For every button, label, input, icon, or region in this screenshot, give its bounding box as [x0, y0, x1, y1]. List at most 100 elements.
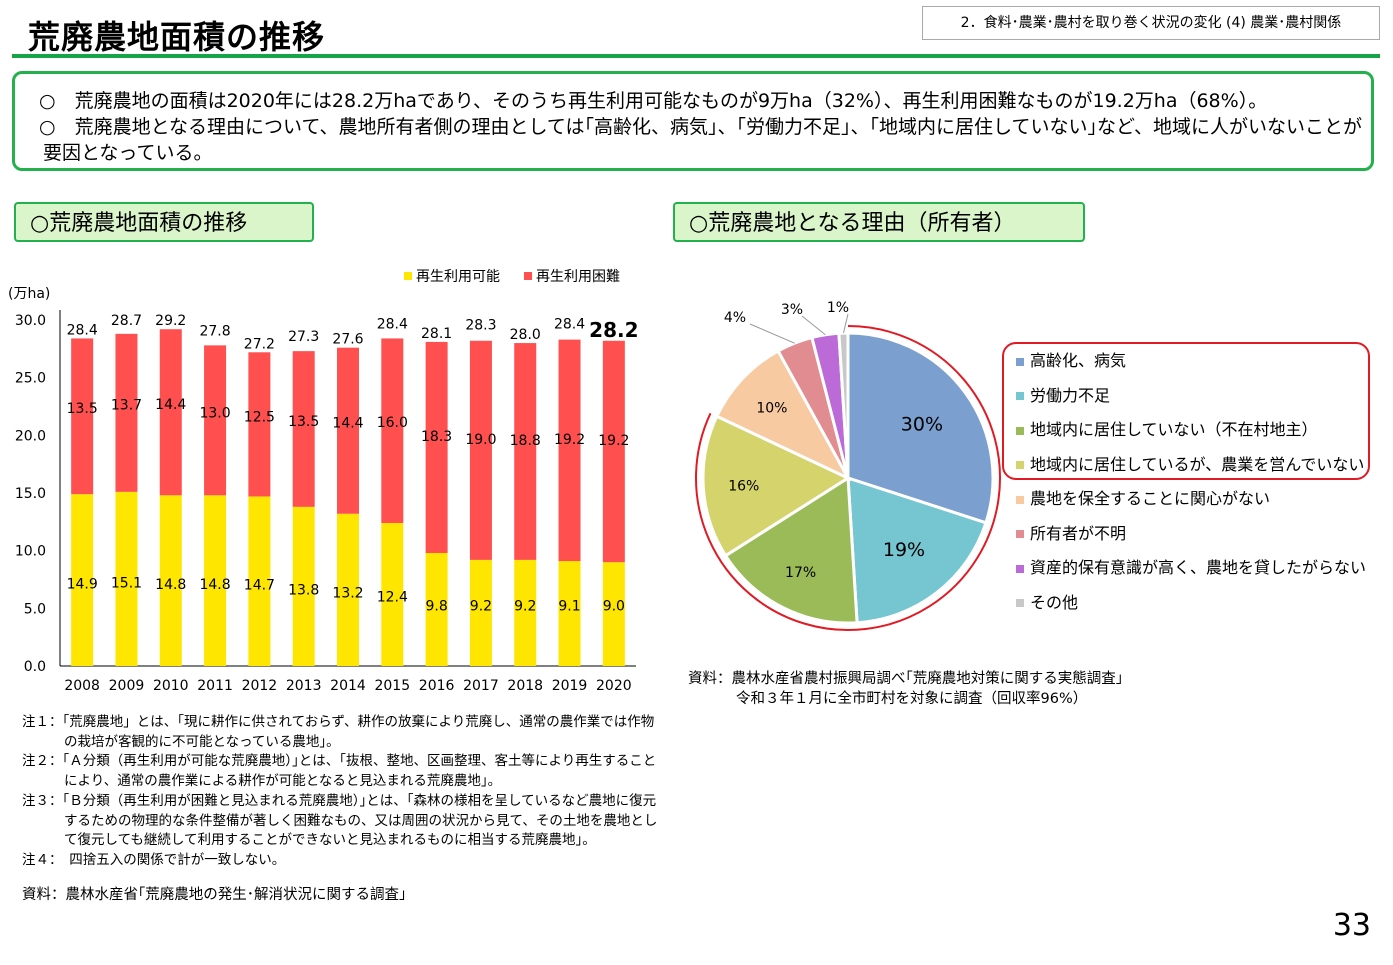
bar-chart: (万ha) 0.0 5.0 10.0 15.0 20.0 25.0 30.0 再生利用可能 再生利…: [8, 269, 639, 694]
summary-line: ○ 荒廃農地となる理由について、農地所有者側の理由としては｢高齢化、病気｣、｢労…: [39, 116, 1363, 138]
bar-segment: [337, 513, 359, 666]
bar-segment: [71, 494, 94, 666]
x-tick-label: 2019: [552, 678, 588, 694]
bar-segment: [71, 338, 94, 495]
legend-swatch: [1016, 530, 1024, 538]
legend-label: 労働力不足: [1030, 385, 1111, 405]
note: 注３：「Ｂ分類（再生利用が困難と見込まれる荒廃農地）｣とは、｢森林の様相を呈して…: [22, 792, 658, 849]
pie-slice: [837, 331, 850, 479]
data-label: 18.3: [421, 429, 452, 445]
legend-label: 再生利用困難: [536, 269, 620, 285]
pie-slice: [701, 414, 852, 558]
data-label: 14.4: [155, 397, 186, 413]
legend-item: 農地を保全することに関心がない: [1016, 485, 1270, 509]
legend-label: 所有者が不明: [1030, 523, 1127, 543]
x-tick-label: 2010: [153, 678, 189, 694]
bar-segment: [381, 338, 404, 523]
total-label: 27.3: [288, 329, 319, 345]
note: 注１：「荒廃農地」とは、｢現に耕作に供されておらず、耕作の放棄により荒廃し、通常…: [22, 714, 655, 750]
bar-segment: [159, 495, 182, 666]
data-label: 13.7: [111, 398, 142, 414]
title-divider: [12, 54, 1380, 58]
x-tick-label: 2011: [197, 678, 233, 694]
data-label: 13.0: [199, 405, 230, 421]
total-label: 28.1: [421, 326, 452, 342]
x-tick-label: 2013: [286, 678, 322, 694]
legend-swatch: [404, 272, 412, 280]
legend-swatch: [1016, 392, 1024, 400]
x-tick-label: 2009: [109, 678, 145, 694]
source-line: 資料：農林水産省農村振興局調べ｢荒廃農地対策に関する実態調査｣: [688, 671, 1123, 687]
total-label: 28.7: [111, 313, 142, 329]
bar-segment: [469, 559, 492, 666]
data-label: 12.4: [377, 590, 408, 606]
pie-label: 3%: [781, 302, 803, 318]
bar-segment: [292, 351, 315, 507]
legend-label: 資産的保有意識が高く、農地を貸したがらない: [1030, 558, 1367, 577]
x-tick-label: 2017: [463, 678, 499, 694]
x-tick-label: 2016: [419, 678, 455, 694]
pie-label: 19%: [883, 539, 925, 561]
bar-segment: [602, 340, 625, 563]
legend-label: 地域内に居住していない（不在村地主）: [1030, 420, 1318, 439]
total-label: 28.0: [510, 327, 541, 343]
y-tick-label: 30.0: [15, 313, 46, 329]
total-label: 28.2: [589, 318, 638, 342]
total-label: 28.3: [465, 318, 496, 334]
legend-item: 地域内に居住していない（不在村地主）: [1016, 416, 1318, 440]
bar-segment: [204, 495, 227, 666]
total-label: 28.4: [67, 322, 98, 338]
data-label: 9.2: [514, 599, 536, 615]
y-tick-label: 25.0: [15, 371, 46, 387]
data-label: 19.2: [554, 432, 585, 448]
bar-segment: [514, 559, 537, 666]
legend-swatch: [1016, 461, 1024, 469]
bar-segment: [337, 347, 359, 514]
section-label: 2．食料･農業･農村を取り巻く状況の変化 (4) 農業･農村関係: [922, 6, 1380, 40]
summary-line: ○ 荒廃農地の面積は2020年には28.2万haであり、そのうち再生利用可能なも…: [39, 90, 1268, 112]
data-label: 9.0: [603, 599, 625, 615]
total-label: 29.2: [155, 313, 186, 329]
bar-segment: [469, 340, 492, 560]
legend-swatch: [524, 272, 532, 280]
bar-segment: [159, 329, 182, 496]
x-tick-label: 2008: [64, 678, 100, 694]
data-label: 14.8: [199, 577, 230, 593]
y-tick-label: 20.0: [15, 428, 46, 444]
legend-item: その他: [1016, 589, 1078, 613]
y-tick-label: 10.0: [15, 544, 46, 560]
legend-swatch: [1016, 426, 1024, 435]
data-label: 13.8: [288, 582, 319, 598]
y-tick-label: 5.0: [24, 601, 46, 617]
pie-label: 4%: [724, 310, 746, 326]
total-label: 27.8: [199, 323, 230, 339]
leader-line: [749, 323, 795, 344]
data-label: 19.0: [465, 432, 496, 448]
data-label: 18.8: [510, 433, 541, 449]
source-left: 資料：農林水産省｢荒廃農地の発生･解消状況に関する調査｣: [22, 887, 407, 903]
bar-segment: [602, 562, 625, 666]
data-label: 9.8: [425, 599, 447, 615]
legend-label: 農地を保全することに関心がない: [1030, 489, 1271, 508]
pie-slice: [846, 331, 995, 525]
bar-segment: [248, 496, 271, 666]
leader-line: [801, 315, 826, 336]
highlight-arc: [695, 325, 1001, 631]
legend-label: 高齢化、病気: [1030, 351, 1127, 370]
data-label: 16.0: [377, 415, 408, 431]
data-label: 14.4: [332, 415, 363, 431]
x-tick-label: 2012: [242, 678, 278, 694]
data-label: 15.1: [111, 576, 142, 592]
pie-chart: 30% 19% 17% 16% 10% 4% 3% 1%: [695, 300, 1001, 631]
data-label: 9.2: [470, 599, 492, 615]
legend-label: その他: [1030, 592, 1079, 612]
note: 注４： 四捨五入の関係で計が一致しない。: [22, 851, 286, 868]
bar-segment: [204, 345, 227, 496]
legend-label: 再生利用可能: [416, 269, 500, 285]
data-label: 14.9: [67, 577, 98, 593]
legend-swatch: [1016, 599, 1024, 607]
source-line: 令和３年１月に全市町村を対象に調査（回収率96%）: [736, 691, 1088, 707]
legend-label: 地域内に居住しているが、農業を営んでいない: [1030, 454, 1365, 474]
legend-swatch: [1016, 564, 1024, 573]
pie-label: 10%: [756, 401, 787, 417]
